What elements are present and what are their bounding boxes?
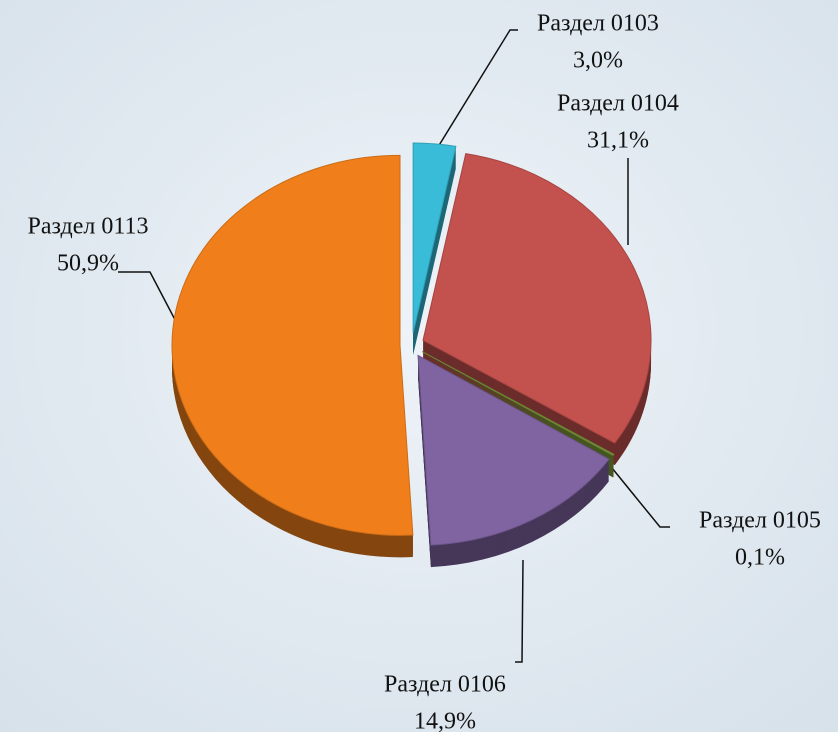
slice	[417, 354, 610, 546]
slice-side	[422, 353, 614, 458]
slice-value-label: 14,9%	[414, 709, 476, 732]
slice	[422, 153, 652, 444]
slice-label: Раздел 0105	[699, 508, 821, 534]
slice-value-label: 31,1%	[587, 128, 649, 154]
slice	[171, 154, 414, 536]
slice-side	[422, 354, 614, 459]
slice-side	[422, 352, 614, 457]
leader-lines	[118, 29, 670, 663]
slice	[412, 142, 457, 334]
slice-label: Раздел 0113	[28, 214, 149, 240]
slice	[421, 351, 615, 456]
slice-side	[422, 356, 614, 461]
leader-line	[611, 467, 670, 528]
slice-label: Раздел 0104	[557, 91, 679, 117]
slice-label: Раздел 0106	[384, 672, 506, 698]
slice-value-label: 50,9%	[57, 251, 119, 277]
slice-label: Раздел 0103	[537, 11, 659, 37]
leader-line	[515, 559, 524, 663]
slice-value-label: 0,1%	[735, 545, 785, 571]
leader-line	[429, 29, 518, 161]
slice-value-label: 3,0%	[573, 48, 623, 74]
slice-side	[422, 355, 614, 460]
slices	[171, 142, 652, 546]
leader-line	[118, 271, 184, 336]
